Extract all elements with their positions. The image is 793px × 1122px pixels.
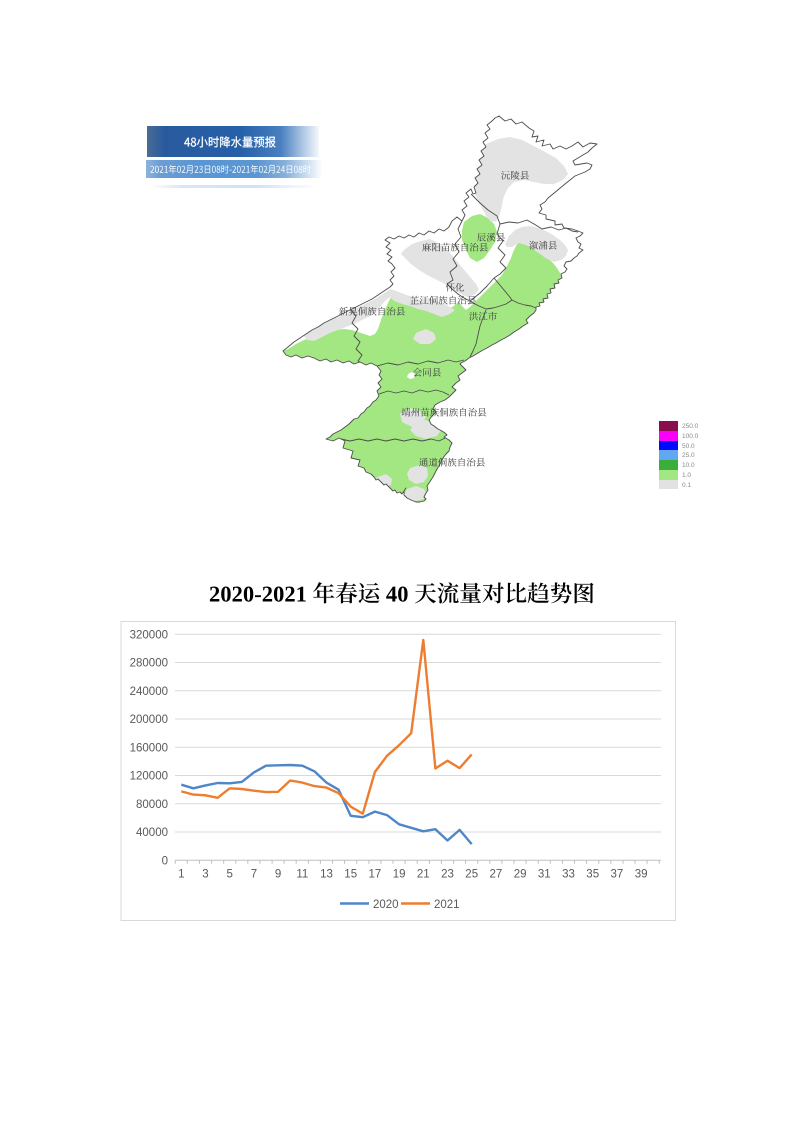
svg-text:2020: 2020	[373, 899, 399, 911]
svg-text:37: 37	[611, 868, 624, 880]
svg-text:35: 35	[586, 868, 599, 880]
svg-text:39: 39	[635, 868, 648, 880]
svg-text:0: 0	[162, 855, 168, 867]
svg-text:40000: 40000	[136, 827, 168, 839]
svg-text:15: 15	[344, 868, 357, 880]
svg-text:160000: 160000	[130, 742, 168, 754]
svg-text:13: 13	[320, 868, 333, 880]
svg-text:2021: 2021	[434, 899, 460, 911]
svg-text:29: 29	[514, 868, 527, 880]
svg-text:280000: 280000	[130, 658, 168, 670]
svg-text:11: 11	[296, 868, 308, 880]
svg-text:200000: 200000	[130, 714, 168, 726]
svg-text:17: 17	[369, 868, 382, 880]
svg-text:80000: 80000	[136, 799, 168, 811]
svg-text:7: 7	[251, 868, 257, 880]
svg-text:3: 3	[202, 868, 208, 880]
svg-text:19: 19	[393, 868, 406, 880]
svg-text:320000: 320000	[130, 629, 168, 641]
svg-text:120000: 120000	[130, 771, 168, 783]
svg-text:27: 27	[490, 868, 503, 880]
svg-text:5: 5	[226, 868, 232, 880]
svg-text:21: 21	[417, 868, 430, 880]
svg-text:31: 31	[538, 868, 551, 880]
svg-text:9: 9	[275, 868, 281, 880]
svg-text:25: 25	[465, 868, 478, 880]
svg-text:1: 1	[178, 868, 184, 880]
svg-text:240000: 240000	[130, 686, 168, 698]
svg-text:23: 23	[441, 868, 454, 880]
svg-text:33: 33	[562, 868, 575, 880]
